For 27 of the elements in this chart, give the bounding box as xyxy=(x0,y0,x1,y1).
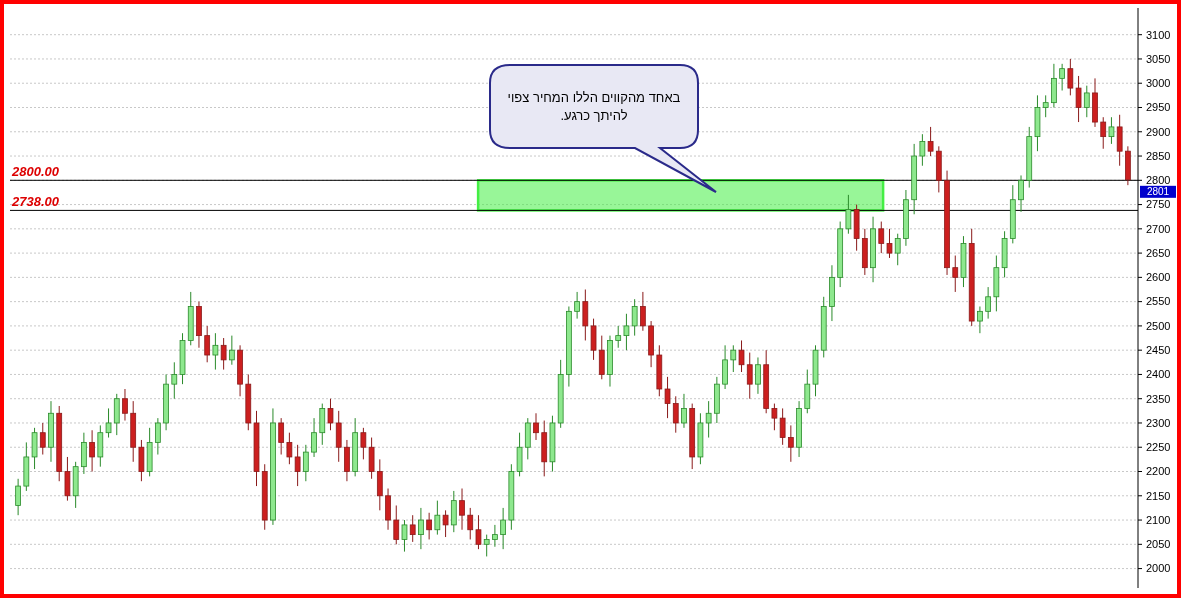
y-tick-label: 2150 xyxy=(1146,489,1171,502)
ref-line-label: 2738.00 xyxy=(11,194,60,210)
y-tick-label: 2350 xyxy=(1146,392,1171,405)
y-tick-label: 2800 xyxy=(1146,174,1171,187)
text: 2801 xyxy=(1146,186,1170,198)
y-tick-label: 2300 xyxy=(1146,416,1171,429)
y-tick-label: 2500 xyxy=(1146,319,1171,332)
y-tick-label: 2050 xyxy=(1146,538,1171,551)
y-tick-label: 2100 xyxy=(1146,513,1171,526)
y-tick-label: 2550 xyxy=(1146,295,1171,308)
y-tick-label: 2450 xyxy=(1146,344,1171,357)
y-tick-label: 3050 xyxy=(1146,52,1171,65)
y-tick-label: 2850 xyxy=(1146,149,1171,162)
y-tick-label: 3100 xyxy=(1146,28,1171,41)
y-tick-label: 3000 xyxy=(1146,77,1171,90)
y-tick-label: 2200 xyxy=(1146,465,1171,478)
y-tick-label: 2400 xyxy=(1146,368,1171,381)
y-tick-label: 2950 xyxy=(1146,101,1171,114)
ref-line-label: 2800.00 xyxy=(11,164,60,180)
y-tick-label: 2700 xyxy=(1146,222,1171,235)
y-tick-label: 2000 xyxy=(1146,562,1171,575)
y-tick-label: 2750 xyxy=(1146,198,1171,211)
annotation: באחד מהקווים הללו המחיר צפוי להיתך כרגע. xyxy=(507,90,681,123)
y-tick-label: 2650 xyxy=(1146,246,1171,259)
y-tick-label: 2900 xyxy=(1146,125,1171,138)
y-tick-label: 2250 xyxy=(1146,441,1171,454)
y-tick-label: 2600 xyxy=(1146,271,1171,284)
